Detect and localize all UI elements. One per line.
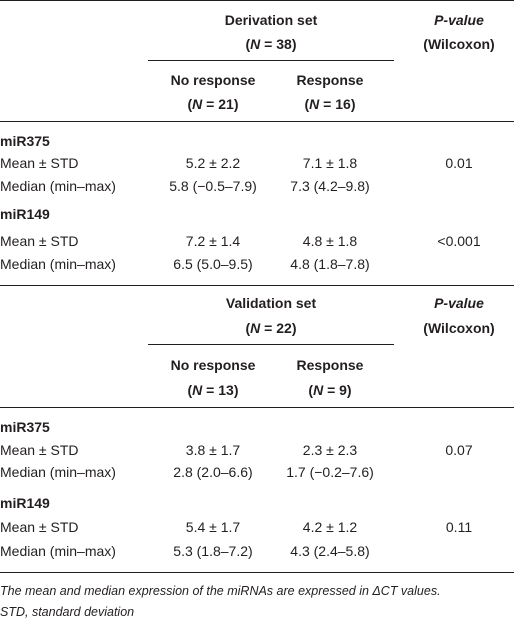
pvalue-header: P-value [434, 295, 484, 311]
cell-value: 4.3 (2.4–5.8) [290, 543, 370, 559]
derivation-set-title: Derivation set [224, 12, 318, 28]
pvalue-header: P-value [434, 12, 484, 28]
pvalue-cell: 0.07 [445, 442, 473, 458]
cell-value: 4.8 ± 1.8 [302, 233, 358, 249]
table-footnote: The mean and median expression of the mi… [0, 584, 441, 598]
pvalue-subheader: (Wilcoxon) [423, 36, 495, 52]
cell-value: 2.8 (2.0–6.6) [173, 464, 253, 480]
col-no-response-header: No response [170, 357, 256, 373]
col-response-header: Response [296, 357, 364, 373]
validation-set-n: (N = 22) [245, 320, 297, 336]
derivation-header-rule [148, 60, 394, 61]
table-header-rule [0, 407, 514, 408]
cell-value: 1.7 (−0.2–7.6) [286, 464, 374, 480]
derivation-set-n: (N = 38) [245, 36, 297, 52]
pvalue-cell: <0.001 [437, 233, 481, 249]
cell-value: 5.8 (−0.5–7.9) [169, 178, 257, 194]
row-label-mean: Mean ± STD [0, 442, 79, 458]
cell-value: 7.2 ± 1.4 [185, 233, 241, 249]
cell-value: 5.2 ± 2.2 [185, 155, 241, 171]
cell-value: 7.3 (4.2–9.8) [290, 178, 370, 194]
table-footnote-abbrev: STD, standard deviation [0, 605, 135, 619]
pvalue-subheader: (Wilcoxon) [423, 320, 495, 336]
cell-value: 6.5 (5.0–9.5) [173, 256, 253, 272]
group-label-mir149: miR149 [0, 206, 50, 222]
cell-value: 5.3 (1.8–7.2) [173, 543, 253, 559]
pvalue-cell: 0.11 [445, 519, 473, 535]
cell-value: 2.3 ± 2.3 [302, 442, 358, 458]
row-label-median: Median (min–max) [0, 464, 116, 480]
cell-value: 4.8 (1.8–7.8) [290, 256, 370, 272]
group-label-mir149: miR149 [0, 495, 50, 511]
col-no-response-header: No response [170, 72, 256, 88]
row-label-median: Median (min–max) [0, 178, 116, 194]
table-bottom-rule [0, 572, 514, 573]
validation-header-rule [148, 344, 394, 345]
table-divider-rule [0, 285, 514, 286]
col-no-response-n: (N = 21) [187, 96, 239, 112]
row-label-median: Median (min–max) [0, 543, 116, 559]
pvalue-cell: 0.01 [445, 155, 473, 171]
col-no-response-n: (N = 13) [187, 382, 239, 398]
group-label-mir375: miR375 [0, 419, 50, 435]
cell-value: 7.1 ± 1.8 [302, 155, 358, 171]
row-label-mean: Mean ± STD [0, 519, 79, 535]
col-response-n: (N = 16) [304, 96, 356, 112]
cell-value: 4.2 ± 1.2 [302, 519, 358, 535]
group-label-mir375: miR375 [0, 133, 50, 149]
validation-set-title: Validation set [225, 295, 317, 311]
cell-value: 5.4 ± 1.7 [185, 519, 241, 535]
row-label-median: Median (min–max) [0, 256, 116, 272]
table-top-rule [0, 0, 514, 1]
row-label-mean: Mean ± STD [0, 233, 79, 249]
col-response-header: Response [296, 72, 364, 88]
row-label-mean: Mean ± STD [0, 155, 79, 171]
table-header-rule [0, 121, 514, 122]
cell-value: 3.8 ± 1.7 [185, 442, 241, 458]
col-response-n: (N = 9) [308, 382, 352, 398]
